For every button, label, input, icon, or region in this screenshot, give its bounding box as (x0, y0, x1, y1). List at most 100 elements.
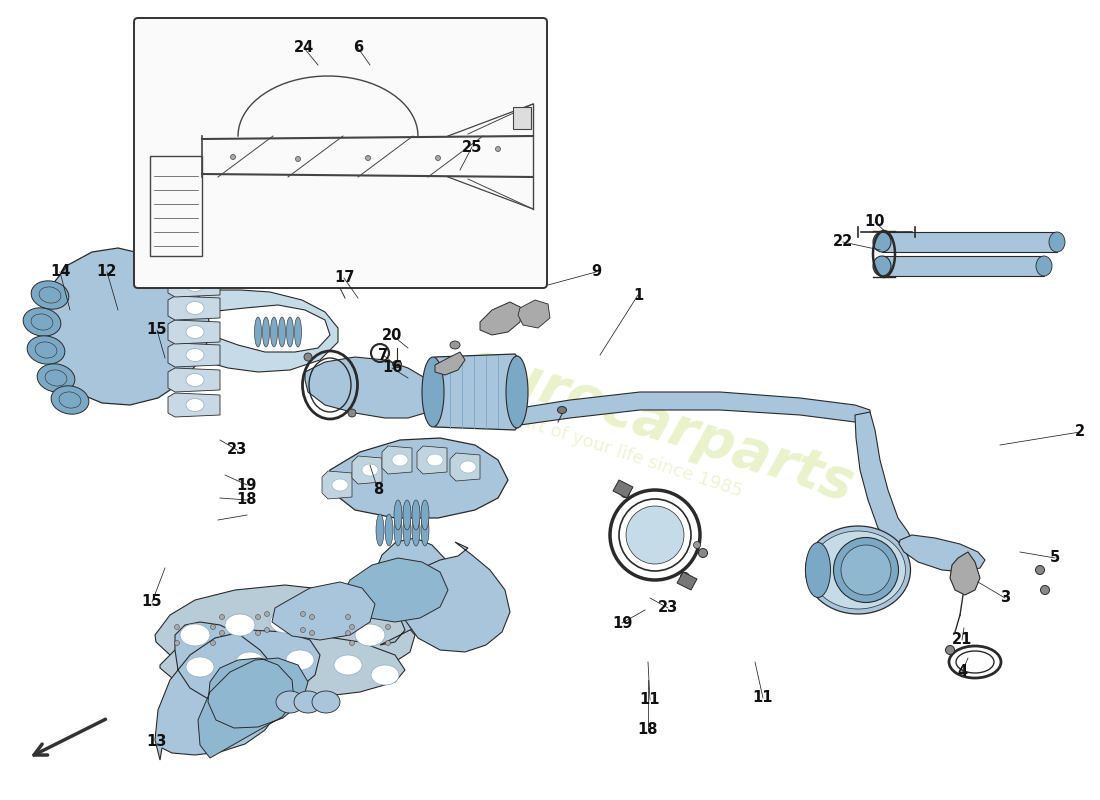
Ellipse shape (436, 155, 440, 161)
Polygon shape (427, 354, 522, 430)
Ellipse shape (805, 526, 911, 614)
Text: 23: 23 (658, 601, 678, 615)
Ellipse shape (186, 278, 204, 291)
Polygon shape (518, 300, 550, 328)
Polygon shape (899, 535, 984, 572)
Text: 5: 5 (1049, 550, 1060, 566)
Polygon shape (434, 352, 465, 375)
Polygon shape (322, 471, 352, 499)
Ellipse shape (620, 489, 629, 498)
Ellipse shape (394, 514, 402, 546)
Ellipse shape (421, 500, 429, 530)
Text: 9: 9 (591, 265, 601, 279)
Polygon shape (328, 438, 508, 518)
Ellipse shape (186, 374, 204, 386)
Ellipse shape (278, 317, 286, 347)
Ellipse shape (186, 657, 214, 677)
Ellipse shape (412, 514, 420, 546)
Ellipse shape (365, 155, 371, 161)
Ellipse shape (295, 317, 301, 347)
Ellipse shape (37, 364, 75, 392)
Text: 22: 22 (833, 234, 854, 250)
Ellipse shape (345, 630, 351, 635)
Polygon shape (168, 393, 220, 417)
Polygon shape (882, 232, 1057, 252)
Ellipse shape (393, 361, 402, 367)
Polygon shape (676, 572, 697, 590)
Ellipse shape (175, 625, 179, 630)
Ellipse shape (286, 317, 294, 347)
Ellipse shape (873, 256, 891, 276)
Ellipse shape (681, 573, 690, 582)
Ellipse shape (376, 514, 384, 546)
Ellipse shape (350, 625, 354, 630)
Polygon shape (272, 582, 375, 640)
Ellipse shape (392, 454, 408, 466)
Polygon shape (855, 412, 912, 548)
Text: 12: 12 (97, 265, 118, 279)
Ellipse shape (450, 341, 460, 349)
Ellipse shape (59, 392, 81, 408)
Ellipse shape (626, 506, 684, 564)
Polygon shape (450, 453, 480, 481)
Text: 16: 16 (382, 361, 403, 375)
Text: 25: 25 (462, 139, 482, 154)
Ellipse shape (385, 641, 390, 646)
Polygon shape (168, 343, 220, 367)
Polygon shape (613, 480, 632, 498)
Ellipse shape (300, 627, 306, 633)
Text: 8: 8 (373, 482, 383, 498)
Ellipse shape (270, 611, 300, 633)
Text: 13: 13 (146, 734, 167, 750)
Ellipse shape (255, 614, 261, 619)
Ellipse shape (315, 614, 345, 636)
Ellipse shape (255, 630, 261, 635)
Ellipse shape (186, 302, 204, 314)
Ellipse shape (263, 317, 270, 347)
Ellipse shape (345, 614, 351, 619)
Ellipse shape (28, 336, 65, 364)
Ellipse shape (309, 630, 315, 635)
Polygon shape (345, 558, 448, 622)
Polygon shape (402, 542, 510, 652)
Ellipse shape (805, 542, 830, 598)
Text: 19: 19 (612, 615, 632, 630)
Ellipse shape (51, 386, 89, 414)
Text: 23: 23 (227, 442, 248, 458)
Ellipse shape (220, 630, 224, 635)
Polygon shape (42, 248, 210, 405)
Ellipse shape (495, 146, 500, 151)
Ellipse shape (427, 454, 443, 466)
Ellipse shape (186, 398, 204, 411)
Ellipse shape (271, 317, 277, 347)
Text: 18: 18 (638, 722, 658, 738)
Ellipse shape (286, 650, 313, 670)
Text: 24: 24 (294, 41, 315, 55)
Ellipse shape (294, 691, 322, 713)
Polygon shape (195, 290, 338, 372)
Text: 4: 4 (957, 665, 967, 679)
Polygon shape (480, 302, 522, 335)
Ellipse shape (403, 500, 411, 530)
Ellipse shape (1041, 586, 1049, 594)
Ellipse shape (842, 545, 891, 595)
Text: eurocarparts: eurocarparts (460, 337, 860, 513)
Ellipse shape (220, 614, 224, 619)
Ellipse shape (236, 652, 264, 672)
Polygon shape (160, 633, 405, 698)
Ellipse shape (811, 531, 905, 609)
Ellipse shape (460, 461, 476, 473)
Ellipse shape (693, 542, 701, 549)
Ellipse shape (1049, 232, 1065, 252)
Ellipse shape (276, 691, 304, 713)
Ellipse shape (180, 624, 210, 646)
Text: 19: 19 (236, 478, 257, 493)
Text: 15: 15 (146, 322, 167, 338)
Text: 14: 14 (50, 265, 70, 279)
Ellipse shape (834, 538, 899, 602)
Ellipse shape (332, 479, 348, 491)
Ellipse shape (558, 406, 566, 414)
Ellipse shape (254, 317, 262, 347)
Ellipse shape (226, 614, 255, 636)
Ellipse shape (186, 326, 204, 338)
